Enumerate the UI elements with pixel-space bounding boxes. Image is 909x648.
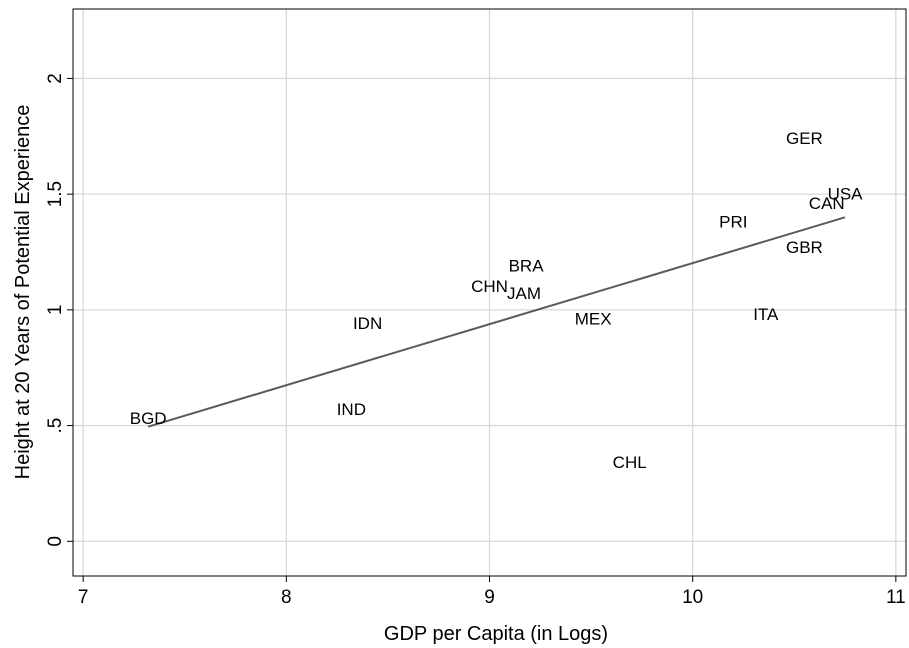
y-tick-label: 1 bbox=[45, 305, 66, 316]
point-label-idn: IDN bbox=[353, 314, 382, 333]
x-tick-label: 8 bbox=[281, 587, 292, 608]
point-label-ger: GER bbox=[786, 129, 823, 148]
point-label-ita: ITA bbox=[753, 305, 779, 324]
y-tick-label: .5 bbox=[45, 418, 66, 434]
x-axis-title: GDP per Capita (in Logs) bbox=[384, 623, 608, 645]
y-tick-label: 1.5 bbox=[45, 181, 66, 207]
y-tick-label: 0 bbox=[45, 536, 66, 547]
fit-line bbox=[147, 216, 846, 428]
point-label-chl: CHL bbox=[613, 453, 647, 472]
gridlines bbox=[73, 9, 906, 576]
point-label-ind: IND bbox=[337, 400, 366, 419]
point-label-gbr: GBR bbox=[786, 238, 823, 257]
y-axis-title: Height at 20 Years of Potential Experien… bbox=[12, 105, 34, 480]
point-labels: BGD IND IDN CHN JAM BRA MEX CHL PRI ITA GBR GER CANU… bbox=[130, 129, 863, 472]
axis-ticks: 7 8 9 10 11 0 .5 1 1.5 2 bbox=[45, 73, 906, 608]
point-label-usa: USA bbox=[828, 185, 864, 204]
point-label-bra: BRA bbox=[509, 256, 545, 275]
point-label-pri: PRI bbox=[719, 212, 747, 231]
x-tick-label: 7 bbox=[78, 587, 89, 608]
point-label-bgd: BGD bbox=[130, 409, 167, 428]
point-label-jam: JAM bbox=[507, 284, 541, 303]
point-label-mex: MEX bbox=[575, 310, 612, 329]
x-tick-label: 9 bbox=[484, 587, 495, 608]
point-label-chn: CHN bbox=[471, 277, 508, 296]
x-tick-label: 10 bbox=[682, 587, 703, 608]
x-tick-label: 11 bbox=[886, 587, 906, 608]
y-tick-label: 2 bbox=[45, 73, 66, 84]
point-label-can: CAN bbox=[809, 194, 845, 213]
